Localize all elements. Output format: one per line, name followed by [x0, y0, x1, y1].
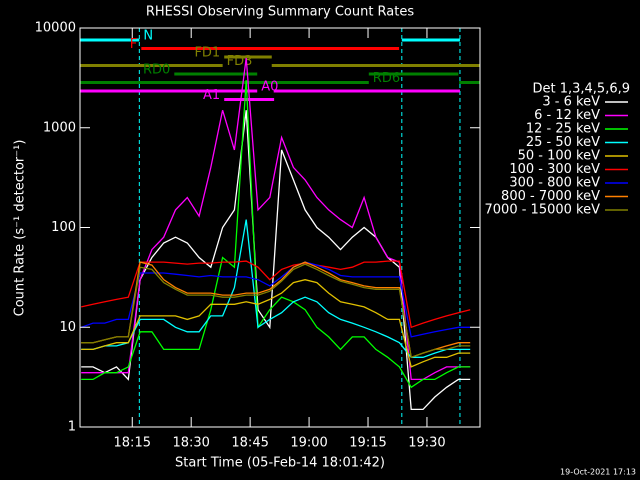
y-tick-label: 10 — [59, 320, 76, 335]
x-tick-label: 19:15 — [349, 436, 386, 451]
legend-label: 7000 - 15000 keV — [485, 203, 601, 218]
flag-label: RD6 — [373, 71, 400, 86]
plot-frame — [79, 27, 481, 428]
x-tick-label: 18:45 — [231, 436, 268, 451]
legend-label: 300 - 800 keV — [509, 176, 600, 191]
chart-title: RHESSI Observing Summary Count Rates — [146, 5, 415, 20]
legend-label: 12 - 25 keV — [526, 122, 600, 137]
footer: 19-Oct-2021 17:13 — [560, 468, 636, 477]
flag-label: FD1 — [194, 46, 220, 61]
legend-title: Det 1,3,4,5,6,9 — [532, 82, 630, 97]
flag-label: N — [143, 29, 153, 44]
series-line — [81, 80, 471, 389]
flag-label: A1 — [203, 88, 220, 103]
legend-label: 800 - 7000 keV — [501, 189, 600, 204]
x-tick-label: 19:30 — [408, 436, 445, 451]
x-tick-label: 19:00 — [290, 436, 327, 451]
series-line — [81, 260, 471, 329]
flag-label: RD0 — [143, 63, 170, 78]
y-tick-label: 1 — [68, 420, 76, 435]
y-axis-label: Count Rate (s⁻¹ detector⁻¹) — [13, 140, 28, 317]
legend-label: 6 - 12 keV — [534, 108, 600, 123]
legend-label: 50 - 100 keV — [518, 149, 601, 164]
legend-label: 25 - 50 keV — [526, 135, 600, 150]
flag-label: FD3 — [227, 54, 253, 69]
x-axis-label: Start Time (05-Feb-14 18:01:42) — [175, 456, 385, 471]
series-line — [81, 263, 471, 359]
flag-label: A0 — [261, 80, 278, 95]
legend-label: 3 - 6 keV — [542, 95, 600, 110]
series-line — [80, 261, 471, 338]
series-line — [81, 219, 471, 358]
x-tick-label: 18:15 — [114, 436, 151, 451]
y-tick-label: 10000 — [35, 21, 76, 36]
series-line — [81, 279, 471, 368]
legend-label: 100 - 300 keV — [509, 162, 600, 177]
y-tick-label: 100 — [51, 220, 76, 235]
x-tick-label: 18:30 — [172, 436, 209, 451]
flag-label: F — [130, 37, 137, 52]
y-tick-label: 1000 — [43, 120, 76, 135]
